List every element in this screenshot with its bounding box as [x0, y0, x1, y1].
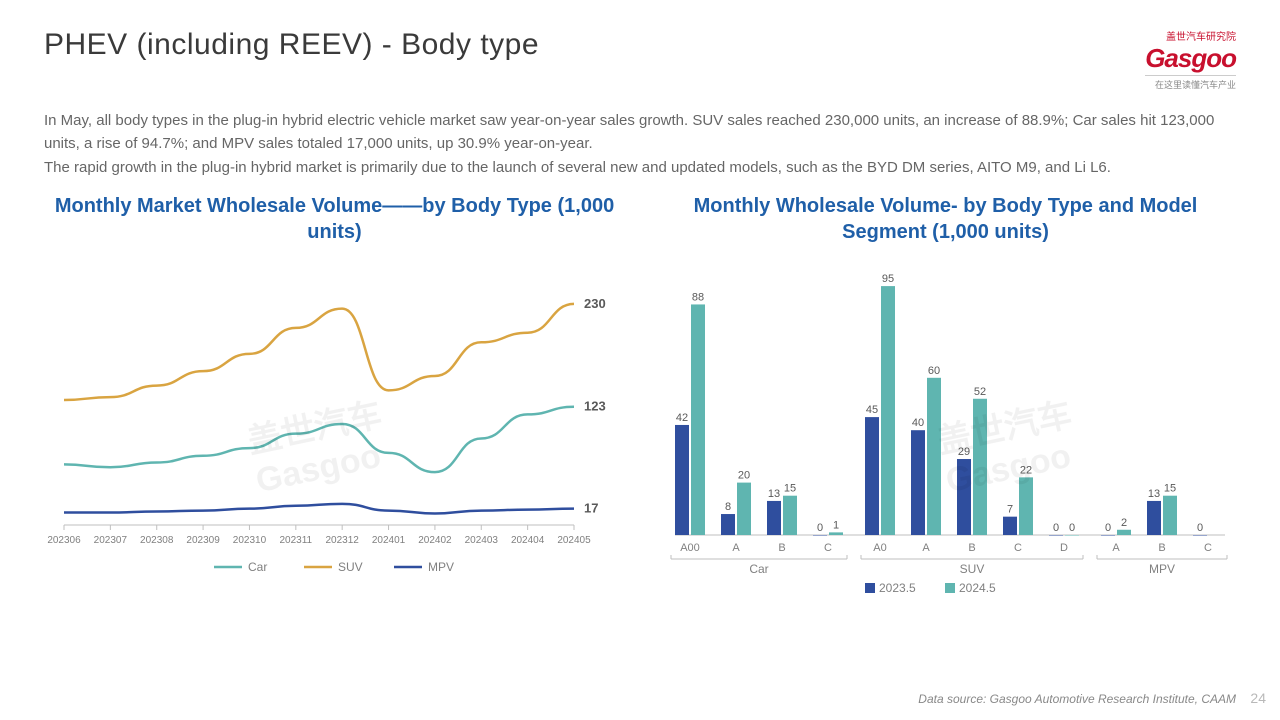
svg-text:202307: 202307 — [94, 535, 128, 546]
svg-text:13: 13 — [768, 488, 780, 500]
svg-text:B: B — [778, 542, 785, 554]
svg-text:8: 8 — [725, 501, 731, 513]
svg-text:52: 52 — [974, 386, 986, 398]
svg-text:A: A — [922, 542, 930, 554]
paragraph-1: In May, all body types in the plug-in hy… — [44, 109, 1224, 156]
bar-chart-panel: Monthly Wholesale Volume- by Body Type a… — [655, 193, 1236, 615]
svg-text:60: 60 — [928, 365, 940, 377]
svg-text:2024.5: 2024.5 — [959, 581, 996, 595]
svg-text:202306: 202306 — [47, 535, 81, 546]
svg-text:202405: 202405 — [557, 535, 591, 546]
svg-text:C: C — [1204, 542, 1212, 554]
svg-text:15: 15 — [784, 482, 796, 494]
svg-text:0: 0 — [1053, 522, 1059, 534]
svg-text:230: 230 — [584, 296, 606, 311]
svg-text:C: C — [824, 542, 832, 554]
svg-text:13: 13 — [1148, 488, 1160, 500]
svg-text:17: 17 — [584, 500, 598, 515]
svg-text:B: B — [1158, 542, 1165, 554]
svg-text:Car: Car — [248, 560, 267, 574]
bar-chart-title: Monthly Wholesale Volume- by Body Type a… — [655, 193, 1236, 245]
svg-text:2: 2 — [1121, 517, 1127, 529]
svg-text:202401: 202401 — [372, 535, 406, 546]
paragraph-2: The rapid growth in the plug-in hybrid m… — [44, 156, 1224, 179]
svg-text:22: 22 — [1020, 464, 1032, 476]
svg-text:88: 88 — [692, 291, 704, 303]
svg-text:202308: 202308 — [140, 535, 174, 546]
svg-text:95: 95 — [882, 273, 894, 285]
svg-text:42: 42 — [676, 412, 688, 424]
svg-text:SUV: SUV — [338, 560, 363, 574]
svg-text:A: A — [732, 542, 740, 554]
line-chart-title: Monthly Market Wholesale Volume——by Body… — [44, 193, 625, 245]
brand-logo: 盖世汽车研究院 Gasgoo 在这里读懂汽车产业 — [1145, 28, 1236, 91]
page-title: PHEV (including REEV) - Body type — [44, 28, 539, 62]
svg-text:0: 0 — [1069, 522, 1075, 534]
line-chart-panel: Monthly Market Wholesale Volume——by Body… — [44, 193, 625, 615]
svg-text:Car: Car — [749, 562, 768, 576]
svg-text:A00: A00 — [680, 542, 700, 554]
svg-text:123: 123 — [584, 398, 606, 413]
svg-text:202312: 202312 — [325, 535, 359, 546]
svg-text:202309: 202309 — [186, 535, 220, 546]
logo-brand: Gasgoo — [1145, 45, 1236, 71]
svg-text:D: D — [1060, 542, 1068, 554]
svg-text:7: 7 — [1007, 503, 1013, 515]
svg-text:2023.5: 2023.5 — [879, 581, 916, 595]
svg-text:MPV: MPV — [1149, 562, 1175, 576]
svg-text:29: 29 — [958, 446, 970, 458]
svg-text:1: 1 — [833, 519, 839, 531]
logo-cn: 盖世汽车研究院 — [1145, 28, 1236, 43]
svg-text:C: C — [1014, 542, 1022, 554]
svg-text:40: 40 — [912, 417, 924, 429]
svg-text:B: B — [968, 542, 975, 554]
svg-text:A: A — [1112, 542, 1120, 554]
logo-sub: 在这里读懂汽车产业 — [1145, 78, 1236, 91]
svg-text:202402: 202402 — [418, 535, 452, 546]
data-source: Data source: Gasgoo Automotive Research … — [918, 692, 1236, 706]
line-chart: 202306 202307 202308 202309 202310 202311 2023… — [44, 255, 624, 595]
svg-text:202310: 202310 — [233, 535, 267, 546]
svg-text:SUV: SUV — [960, 562, 985, 576]
svg-text:0: 0 — [1105, 522, 1111, 534]
svg-text:45: 45 — [866, 404, 878, 416]
svg-text:15: 15 — [1164, 482, 1176, 494]
svg-text:202311: 202311 — [279, 535, 312, 546]
page-number: 24 — [1250, 690, 1266, 706]
svg-text:MPV: MPV — [428, 560, 454, 574]
bar-chart: 4288A00820A1315B01CCar4595A04060A2952B72… — [655, 255, 1235, 615]
svg-text:202404: 202404 — [511, 535, 545, 546]
svg-text:0: 0 — [1197, 522, 1203, 534]
svg-text:0: 0 — [817, 522, 823, 534]
svg-text:20: 20 — [738, 469, 750, 481]
svg-text:A0: A0 — [873, 542, 886, 554]
svg-text:202403: 202403 — [465, 535, 499, 546]
